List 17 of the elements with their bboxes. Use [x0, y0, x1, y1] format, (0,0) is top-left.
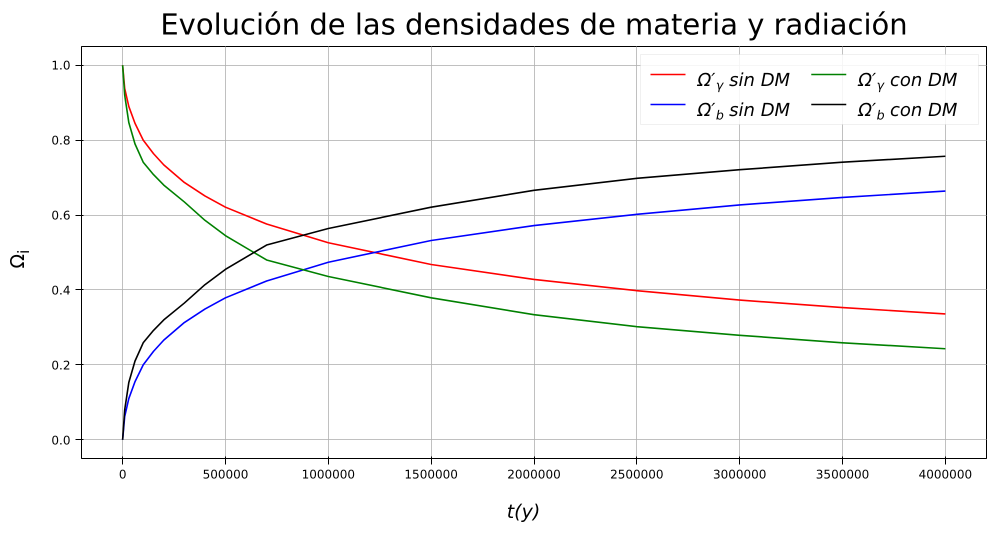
x-tick-label: 2000000 — [507, 468, 561, 482]
x-axis-title: t(y) — [506, 501, 542, 523]
x-tick-label: 1500000 — [404, 468, 458, 482]
x-tick-label: 4000000 — [918, 468, 972, 482]
y-tick-label: 0.6 — [51, 208, 71, 223]
x-tick-label: 2500000 — [610, 468, 664, 482]
chart-title: Evolución de las densidades de materia y radiación — [160, 8, 908, 42]
x-tick-label: 1000000 — [302, 468, 356, 482]
y-tick-label: 0.8 — [51, 134, 71, 148]
y-tick-label: 0.0 — [51, 433, 71, 448]
x-tick-label: 3500000 — [816, 468, 870, 482]
y-tick-label: 0.2 — [51, 358, 71, 372]
y-tick-label: 1.0 — [51, 58, 71, 73]
x-tick-label: 500000 — [202, 468, 248, 482]
y-tick-label: 0.4 — [51, 283, 71, 298]
x-tick-label: 0 — [118, 468, 126, 482]
x-tick-label: 3000000 — [712, 468, 766, 482]
